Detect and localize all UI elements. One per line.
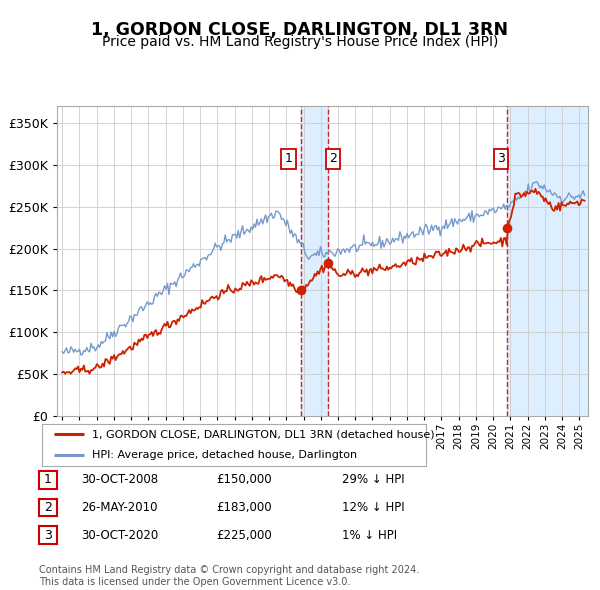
Text: Price paid vs. HM Land Registry's House Price Index (HPI): Price paid vs. HM Land Registry's House …	[102, 35, 498, 50]
Text: £150,000: £150,000	[216, 473, 272, 486]
Text: 26-MAY-2010: 26-MAY-2010	[81, 501, 157, 514]
Text: 3: 3	[497, 152, 505, 165]
Text: 12% ↓ HPI: 12% ↓ HPI	[342, 501, 404, 514]
Text: 30-OCT-2020: 30-OCT-2020	[81, 529, 158, 542]
Bar	[508, 106, 588, 416]
Text: 1% ↓ HPI: 1% ↓ HPI	[342, 529, 397, 542]
Text: HPI: Average price, detached house, Darlington: HPI: Average price, detached house, Darl…	[92, 451, 357, 460]
Bar	[301, 106, 328, 416]
Text: 1: 1	[44, 473, 52, 486]
Text: £183,000: £183,000	[216, 501, 272, 514]
Text: 1: 1	[284, 152, 292, 165]
Text: 1, GORDON CLOSE, DARLINGTON, DL1 3RN (detached house): 1, GORDON CLOSE, DARLINGTON, DL1 3RN (de…	[92, 430, 434, 439]
Text: 1, GORDON CLOSE, DARLINGTON, DL1 3RN: 1, GORDON CLOSE, DARLINGTON, DL1 3RN	[91, 21, 509, 39]
Text: 2: 2	[44, 501, 52, 514]
Text: 2: 2	[329, 152, 337, 165]
Text: Contains HM Land Registry data © Crown copyright and database right 2024.
This d: Contains HM Land Registry data © Crown c…	[39, 565, 419, 587]
Text: 29% ↓ HPI: 29% ↓ HPI	[342, 473, 404, 486]
Text: 3: 3	[44, 529, 52, 542]
Text: 30-OCT-2008: 30-OCT-2008	[81, 473, 158, 486]
Text: £225,000: £225,000	[216, 529, 272, 542]
